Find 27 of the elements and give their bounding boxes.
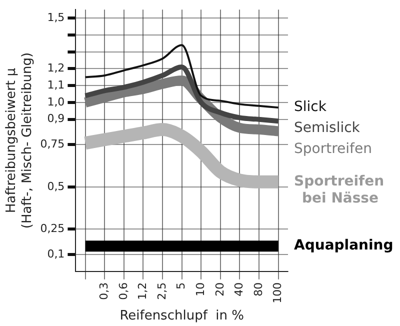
y-tick-label: 1,2 (47, 62, 65, 75)
x-axis-title: Reifenschlupf in % (120, 308, 244, 324)
y-tick-label: 1,1 (47, 78, 65, 92)
series-label: Slick (294, 99, 328, 116)
x-tick-label: 5 (174, 282, 188, 290)
line-series (84, 44, 280, 109)
series-label: Semislick (294, 120, 361, 136)
x-tick-label: 10 (194, 282, 208, 296)
x-tick-label: 1,2 (136, 282, 150, 300)
y-tick-label: 0,25 (40, 222, 65, 236)
y-tick-label: 0,75 (40, 138, 65, 151)
series-label: Aquaplaning (294, 238, 394, 254)
x-tick-label: 2,5 (155, 282, 168, 300)
y-tick-label: 0,1 (47, 247, 65, 260)
x-tick-label: 40 (232, 282, 246, 296)
x-tick-label: 0,3 (98, 282, 111, 300)
x-tick-label: 100 (271, 282, 284, 304)
series-label: Sportreifen bei Nässe (294, 174, 384, 207)
x-tick-label: 20 (213, 282, 226, 296)
series-label: Sportreifen (294, 141, 372, 158)
y-tick-label: 1,5 (47, 10, 65, 24)
y-axis-title: Haftreibungsbeiwert μ (Haft-, Misch- Gleitreibung) (4, 52, 35, 229)
y-tick-label: 0,5 (47, 180, 65, 193)
x-tick-label: 0,6 (116, 282, 130, 300)
y-tick-label: 0,9 (47, 112, 65, 126)
x-tick-label: 80 (252, 282, 265, 296)
y-tick-label: 1,0 (47, 95, 65, 108)
